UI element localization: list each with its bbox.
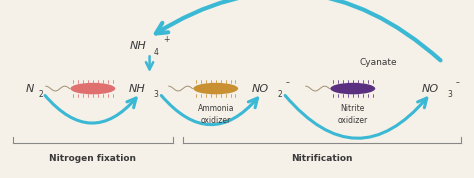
Text: NO: NO (422, 84, 439, 94)
Text: N: N (26, 84, 34, 94)
Text: +: + (163, 35, 169, 44)
Text: Nitrite
oxidizer: Nitrite oxidizer (337, 104, 368, 125)
Ellipse shape (193, 83, 238, 94)
Text: NH: NH (130, 41, 147, 51)
Ellipse shape (71, 83, 115, 94)
Text: Ammonia
oxidizer: Ammonia oxidizer (198, 104, 234, 125)
Text: –: – (456, 78, 460, 87)
Text: 2: 2 (277, 90, 282, 100)
Text: –: – (286, 78, 290, 87)
Text: NH: NH (129, 84, 146, 94)
Text: 3: 3 (154, 90, 158, 100)
Ellipse shape (330, 83, 375, 94)
Text: 4: 4 (154, 48, 159, 57)
Text: Nitrification: Nitrification (292, 155, 353, 163)
Text: Nitrogen fixation: Nitrogen fixation (49, 155, 137, 163)
Text: NO: NO (252, 84, 269, 94)
Text: 3: 3 (447, 90, 452, 100)
Text: 2: 2 (39, 90, 44, 100)
Text: Cyanate: Cyanate (360, 58, 398, 67)
